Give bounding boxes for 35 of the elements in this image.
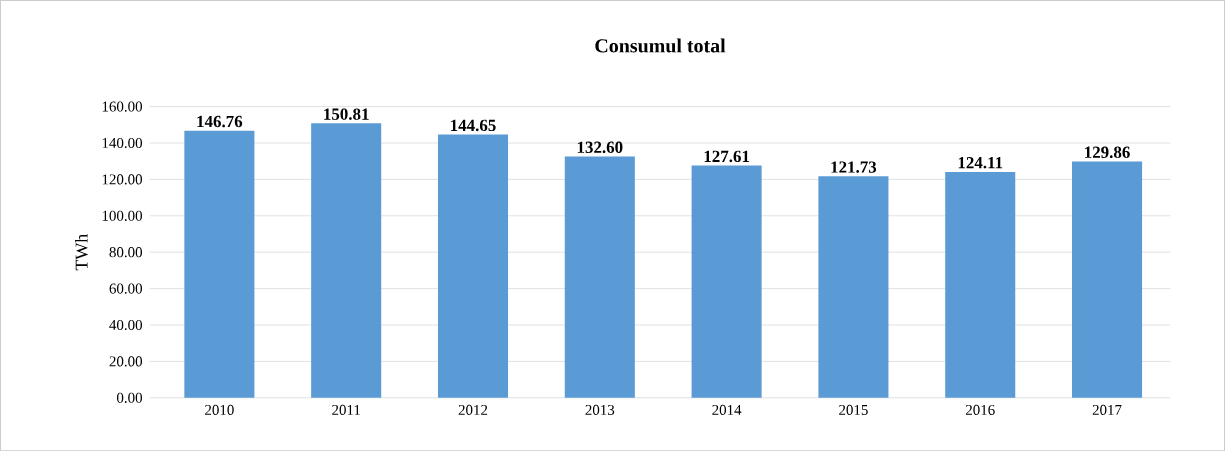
data-label: 127.61	[704, 150, 750, 162]
x-tick-label: 2017	[1092, 404, 1122, 415]
bar	[437, 134, 509, 398]
x-tick-label: 2010	[205, 404, 234, 415]
x-tick-label: 2014	[712, 404, 742, 415]
y-tick-label: 40.00	[109, 319, 143, 330]
bar	[311, 123, 382, 398]
x-tick-label: 2015	[839, 404, 868, 415]
data-label: 129.86	[1085, 146, 1130, 158]
y-tick-label: 20.00	[109, 356, 143, 367]
data-label: 121.73	[831, 161, 877, 173]
y-tick-label: 140.00	[102, 137, 143, 148]
y-tick-label: 120.00	[102, 174, 143, 185]
data-label: 146.76	[197, 115, 243, 128]
data-label: 132.60	[577, 141, 623, 153]
bar	[818, 176, 889, 398]
bar	[1072, 161, 1143, 398]
y-tick-label: 160.00	[102, 101, 143, 112]
bar	[184, 130, 255, 398]
chart-title: Consumul total	[595, 38, 726, 53]
data-label: 150.81	[324, 108, 369, 120]
x-tick-label: 2011	[332, 404, 360, 415]
y-tick-label: 0.00	[116, 392, 143, 403]
y-tick-label: 80.00	[109, 246, 143, 258]
x-tick-label: 2012	[458, 404, 488, 415]
bar	[691, 165, 762, 398]
data-label: 124.11	[958, 156, 1003, 169]
x-tick-label: 2016	[965, 404, 995, 415]
y-tick-label: 100.00	[102, 210, 143, 221]
bar	[945, 171, 1016, 398]
bar	[564, 156, 635, 398]
y-axis-title: TWh	[75, 233, 88, 271]
x-tick-label: 2013	[585, 404, 615, 415]
data-label: 144.65	[451, 119, 496, 131]
y-tick-label: 60.00	[109, 283, 143, 294]
